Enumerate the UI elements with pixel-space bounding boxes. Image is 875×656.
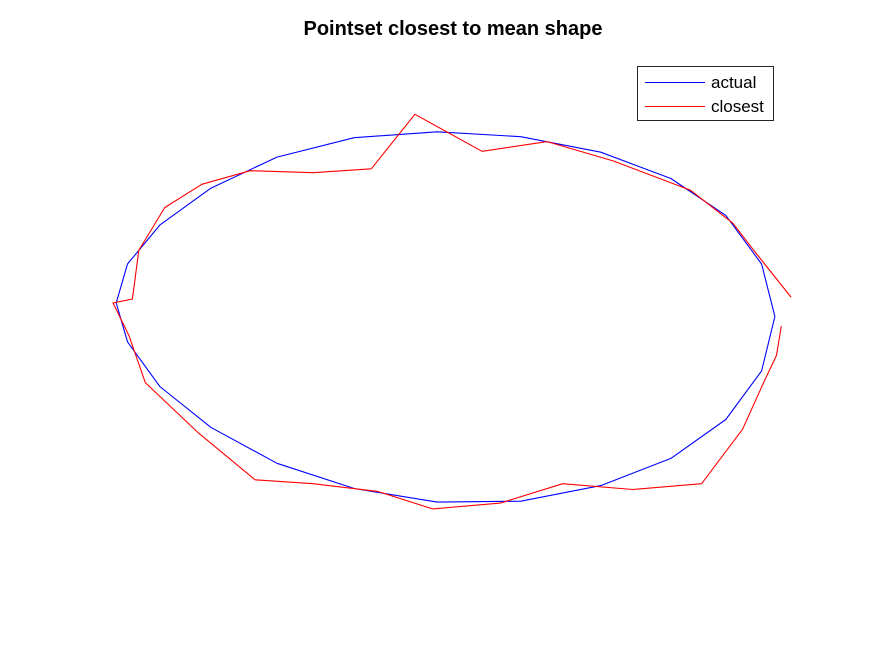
series-line-actual: [115, 131, 776, 503]
series-line-closest: [112, 113, 792, 510]
legend-entry-actual: actual: [638, 71, 773, 95]
legend: actual closest: [637, 66, 774, 121]
legend-swatch-actual: [645, 82, 705, 83]
series-layer: [112, 113, 792, 510]
legend-label-actual: actual: [711, 73, 757, 92]
legend-swatch-closest: [645, 106, 705, 107]
legend-label-closest: closest: [711, 97, 764, 116]
chart-title: Pointset closest to mean shape: [303, 18, 603, 40]
legend-entry-closest: closest: [638, 95, 773, 119]
